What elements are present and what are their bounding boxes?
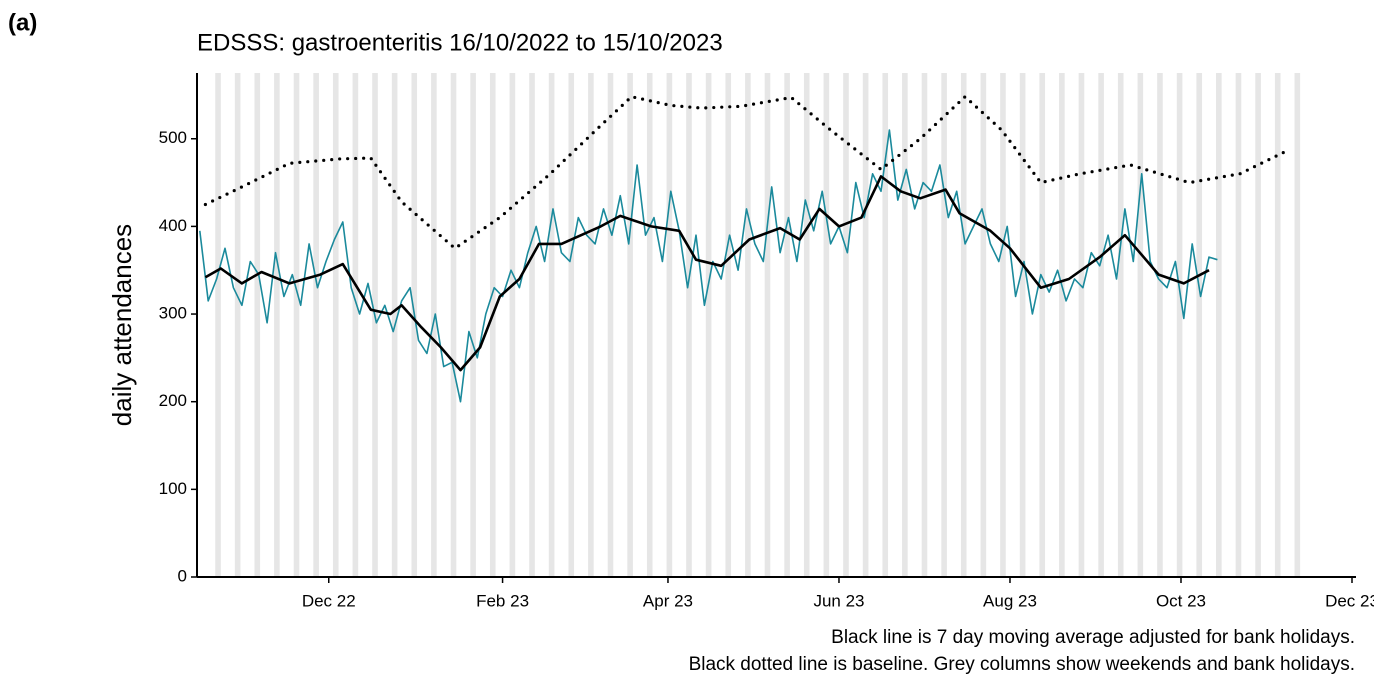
footnote: Black line is 7 day moving average adjus… <box>831 627 1355 648</box>
series-line <box>204 175 1210 372</box>
weekend-column <box>352 73 359 577</box>
weekend-column <box>1117 73 1124 577</box>
weekend-column <box>1000 73 1006 577</box>
weekend-column <box>921 73 928 577</box>
weekend-column <box>1098 73 1104 577</box>
weekend-column <box>1019 73 1026 577</box>
weekend-column <box>313 73 319 577</box>
weekend-column <box>843 73 849 577</box>
weekend-column <box>1157 73 1163 577</box>
panel-label: (a) <box>8 9 37 36</box>
x-tick-label: Aug 23 <box>983 591 1037 610</box>
weekend-column <box>1039 73 1046 577</box>
weekend-column <box>745 73 751 577</box>
weekend-column <box>666 73 673 577</box>
y-tick-label: 0 <box>178 566 187 585</box>
x-tick-label: Oct 23 <box>1156 591 1206 610</box>
weekend-column <box>215 73 221 577</box>
chart-title: EDSSS: gastroenteritis 16/10/2022 to 15/… <box>197 29 723 56</box>
weekend-column <box>332 73 339 577</box>
weekend-column <box>234 73 241 577</box>
weekend-column <box>1176 73 1183 577</box>
weekend-column <box>1196 73 1203 577</box>
x-tick-label: Dec 23 <box>1325 591 1374 610</box>
weekend-column <box>1294 73 1301 577</box>
weekend-column <box>725 73 732 577</box>
x-tick-label: Apr 23 <box>643 591 693 610</box>
weekend-column <box>1137 73 1144 577</box>
weekend-column <box>254 73 261 577</box>
weekend-column <box>588 73 594 577</box>
weekend-column <box>1235 73 1242 577</box>
weekend-column <box>803 73 810 577</box>
weekend-column <box>705 73 712 577</box>
weekend-column <box>470 73 476 577</box>
weekend-column <box>764 73 771 577</box>
weekend-column <box>784 73 790 577</box>
y-tick-label: 300 <box>159 304 187 323</box>
y-axis-label: daily attendances <box>107 224 137 426</box>
x-tick-label: Jun 23 <box>813 591 864 610</box>
weekend-column <box>1255 73 1261 577</box>
series-line <box>203 95 1287 250</box>
weekend-column <box>1059 73 1065 577</box>
weekend-column <box>568 73 575 577</box>
weekend-column <box>411 73 418 577</box>
x-tick-label: Dec 22 <box>302 591 356 610</box>
weekend-column <box>686 73 692 577</box>
weekend-column <box>980 73 987 577</box>
weekend-column <box>431 73 437 577</box>
x-tick-label: Feb 23 <box>476 591 529 610</box>
weekend-column <box>509 73 516 577</box>
y-tick-label: 400 <box>159 216 187 235</box>
series-line <box>199 129 1218 403</box>
y-tick-label: 500 <box>159 128 187 147</box>
weekend-column <box>548 73 555 577</box>
weekend-column <box>941 73 947 577</box>
weekend-column <box>1078 73 1085 577</box>
weekend-column <box>1216 73 1222 577</box>
weekend-column <box>529 73 535 577</box>
y-tick-label: 100 <box>159 479 187 498</box>
weekend-columns <box>215 73 1301 577</box>
footnote: Black dotted line is baseline. Grey colu… <box>689 654 1355 675</box>
weekend-column <box>960 73 967 577</box>
weekend-column <box>489 73 496 577</box>
weekend-column <box>274 73 280 577</box>
weekend-column <box>823 73 830 577</box>
weekend-column <box>607 73 614 577</box>
weekend-column <box>372 73 378 577</box>
weekend-column <box>450 73 457 577</box>
weekend-column <box>862 73 869 577</box>
weekend-column <box>293 73 300 577</box>
weekend-column <box>1274 73 1281 577</box>
weekend-column <box>882 73 889 577</box>
weekend-column <box>627 73 633 577</box>
weekend-column <box>646 73 653 577</box>
y-tick-label: 200 <box>159 391 187 410</box>
weekend-column <box>902 73 908 577</box>
